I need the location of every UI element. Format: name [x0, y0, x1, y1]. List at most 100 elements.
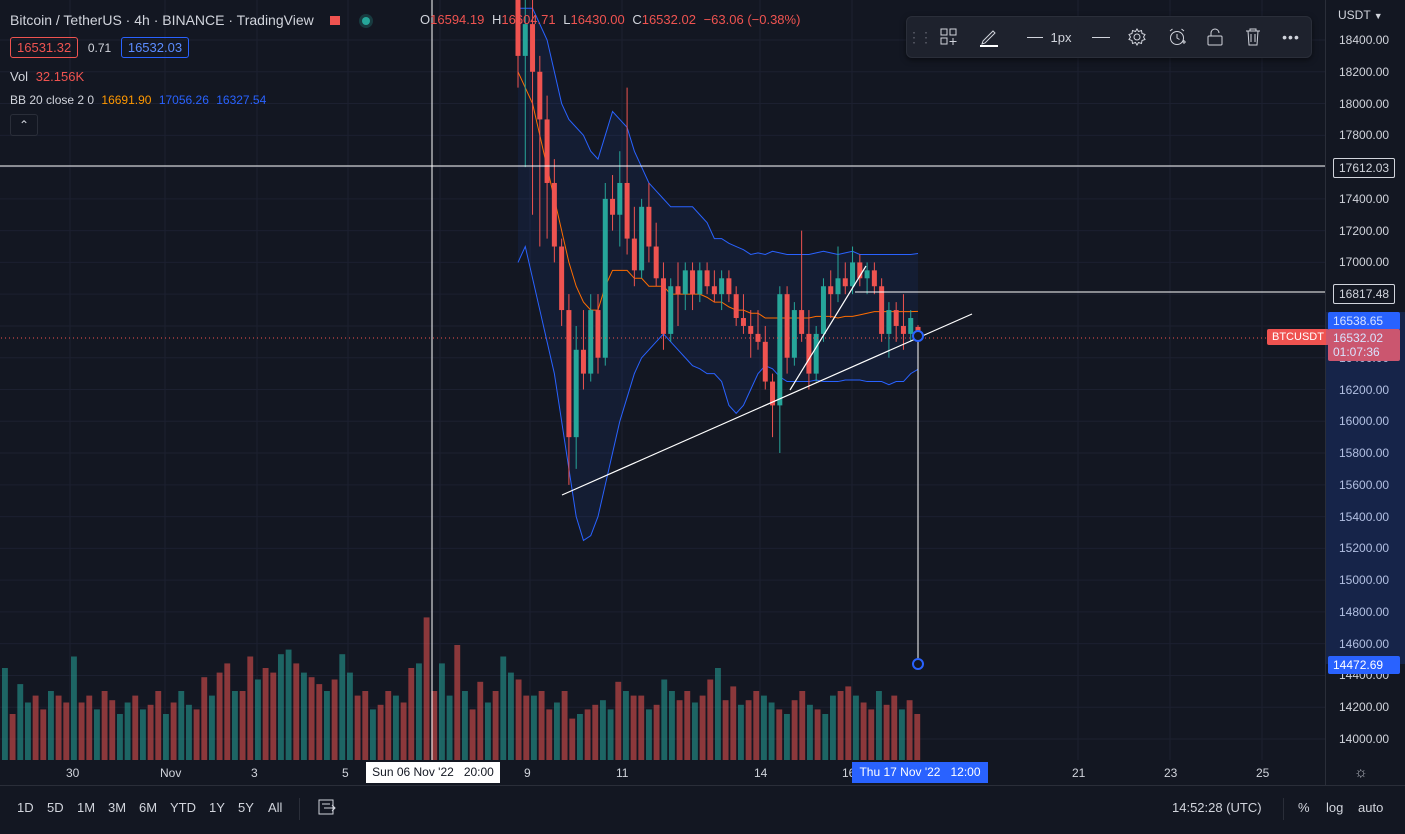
symbol-title[interactable]: Bitcoin / TetherUS · 4h · BINANCE · Trad… — [10, 12, 314, 28]
volume-bar — [891, 695, 898, 760]
volume-bar — [669, 691, 675, 760]
date-range-separator — [299, 798, 300, 820]
time-tick-label: 21 — [1072, 766, 1086, 780]
add-alert-button[interactable] — [1161, 21, 1193, 53]
volume-bar — [623, 691, 629, 760]
range-button-5y[interactable]: 5Y — [238, 800, 254, 815]
volume-bar — [423, 617, 430, 760]
templates-button[interactable] — [933, 21, 965, 53]
volume-bar — [354, 695, 361, 760]
volume-bar — [331, 679, 338, 760]
candle-body — [595, 310, 601, 358]
auto-scale-toggle[interactable]: auto — [1358, 800, 1384, 815]
volume-bar — [370, 709, 376, 760]
bb-basis-value: 16691.90 — [101, 93, 152, 107]
volume-bar — [293, 663, 300, 760]
candle-body — [675, 286, 681, 295]
candle-body — [522, 24, 528, 56]
volume-bar — [531, 695, 537, 760]
volume-bar — [592, 704, 599, 760]
volume-legend[interactable]: Vol 32.156K — [10, 69, 85, 84]
candle-body — [864, 270, 870, 279]
bb-legend[interactable]: BB 20 close 2 0 16691.90 17056.26 16327.… — [10, 93, 267, 107]
trend-line-main — [561, 313, 973, 496]
volume-bar — [715, 668, 721, 760]
volume-bar — [853, 695, 859, 760]
range-button-5d[interactable]: 5D — [47, 800, 64, 815]
volume-bar — [676, 700, 683, 760]
candle-body — [551, 182, 557, 247]
volume-bar — [822, 714, 829, 760]
lock-button[interactable] — [1199, 21, 1231, 53]
range-button-ytd[interactable]: YTD — [170, 800, 196, 815]
price-chart[interactable] — [0, 0, 1325, 760]
volume-bar — [186, 704, 192, 760]
volume-bar — [262, 668, 269, 760]
last-price: 16532.02 — [1333, 331, 1384, 345]
time-tick-label: 9 — [524, 766, 531, 780]
flag-icon[interactable] — [329, 16, 340, 25]
volume-bar — [661, 679, 668, 760]
log-scale-toggle[interactable]: log — [1326, 800, 1344, 815]
volume-bar — [377, 704, 384, 760]
volume-bar — [324, 691, 330, 760]
percent-scale-toggle[interactable]: % — [1298, 800, 1310, 815]
collapse-legend-button[interactable]: ⌃ — [10, 114, 38, 136]
volume-bar — [584, 709, 591, 760]
range-button-3m[interactable]: 3M — [108, 800, 127, 815]
price-tick-label: 17000.00 — [1339, 255, 1390, 270]
volume-bar — [699, 695, 706, 760]
range-button-6m[interactable]: 6M — [139, 800, 158, 815]
currency-selector[interactable]: USDT ▼ — [1338, 8, 1383, 22]
volume-bar — [515, 679, 522, 760]
line-style-button[interactable] — [1085, 21, 1117, 53]
price-tick-label: 14200.00 — [1339, 700, 1390, 715]
line-color-button[interactable] — [973, 21, 1005, 53]
sell-button[interactable]: 16531.32 — [10, 37, 79, 58]
drag-handle-icon[interactable]: ⋮⋮ — [907, 28, 933, 45]
delete-button[interactable] — [1237, 21, 1269, 53]
market-status-icon[interactable] — [361, 17, 370, 25]
time-axis-settings-button[interactable]: ☼ — [1354, 764, 1368, 781]
volume-bar — [78, 702, 85, 760]
sun-settings-icon: ☼ — [1354, 764, 1368, 781]
price-tick-label: 17200.00 — [1339, 223, 1390, 238]
more-button[interactable]: ••• — [1275, 21, 1307, 53]
go-to-date-button[interactable] — [317, 798, 337, 821]
candle-body — [660, 278, 666, 334]
volume-bar — [124, 702, 131, 760]
volume-bar — [753, 691, 760, 760]
more-dots-icon: ••• — [1282, 29, 1300, 45]
candle-body — [842, 278, 848, 287]
range-button-1d[interactable]: 1D — [17, 800, 34, 815]
candle-body — [813, 333, 819, 374]
time-tick-label: 23 — [1164, 766, 1178, 780]
hline-mid-tag: 16817.48 — [1333, 284, 1396, 304]
candle-body — [740, 318, 746, 326]
utc-clock[interactable]: 14:52:28 (UTC) — [1172, 800, 1262, 815]
range-button-all[interactable]: All — [268, 800, 283, 815]
volume-bar — [255, 679, 261, 760]
volume-bar — [561, 691, 568, 760]
price-tick-label: 14800.00 — [1339, 604, 1390, 619]
candle-body — [762, 341, 768, 382]
drag-range-highlight — [1326, 312, 1405, 664]
candle-body — [690, 270, 696, 295]
settings-button[interactable] — [1121, 21, 1153, 53]
time-axis[interactable] — [0, 760, 1325, 785]
candle-body — [711, 286, 717, 295]
line-width-label: 1px — [1050, 29, 1072, 45]
volume-bar — [385, 691, 392, 760]
range-button-1m[interactable]: 1M — [77, 800, 96, 815]
price-axis[interactable] — [1325, 0, 1405, 785]
buy-button[interactable]: 16532.03 — [120, 37, 190, 58]
spread-value: 0.71 — [87, 41, 112, 55]
volume-bar — [362, 691, 369, 760]
volume-bar — [86, 695, 93, 760]
time-tick-label: 3 — [251, 766, 258, 780]
line-width-icon — [1026, 36, 1043, 38]
line-width-button[interactable]: 1px — [1017, 21, 1081, 53]
range-button-1y[interactable]: 1Y — [209, 800, 225, 815]
price-tick-label: 14000.00 — [1339, 732, 1390, 746]
